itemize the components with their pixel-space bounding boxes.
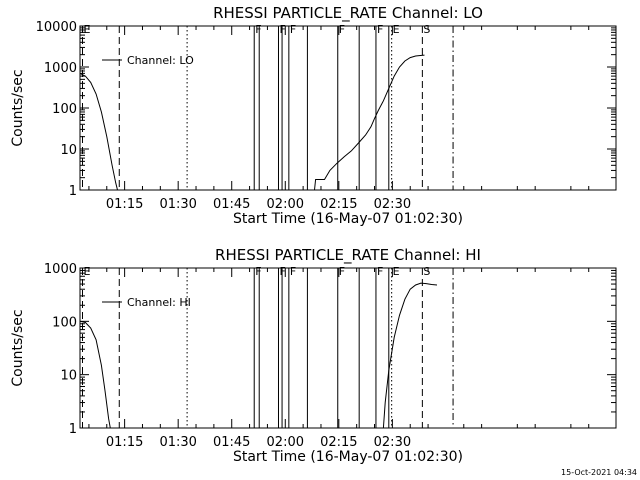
x-tick-label: 02:15 [320, 435, 357, 450]
event-marker-label: S [423, 23, 430, 36]
x-tick-label: 02:15 [320, 197, 357, 212]
y-tick-label: 1000 [44, 61, 77, 76]
legend-label: Channel: HI [127, 296, 191, 309]
y-tick-label: 10000 [36, 20, 77, 35]
y-tick-label: 10 [60, 143, 77, 158]
y-tick-label: 100 [52, 315, 77, 330]
event-marker-label: E [393, 265, 400, 278]
series-line [382, 282, 438, 429]
event-marker-label: F [279, 265, 285, 278]
event-marker-label: F [255, 265, 261, 278]
event-marker-label: E [393, 23, 400, 36]
x-tick-label: 01:30 [159, 197, 196, 212]
event-marker-label: F [290, 265, 296, 278]
event-marker-label: F [339, 265, 345, 278]
x-axis-label: Start Time (16-May-07 01:02:30) [233, 449, 463, 465]
event-marker-label: F [255, 23, 261, 36]
event-marker-label: F [279, 23, 285, 36]
chart-title: RHESSI PARTICLE_RATE Channel: HI [215, 246, 481, 265]
event-marker-label: E [83, 265, 90, 278]
event-marker-label: E [83, 23, 90, 36]
x-tick-label: 01:15 [106, 435, 143, 450]
y-axis-label: Counts/sec [10, 309, 26, 386]
x-tick-label: 01:45 [213, 197, 250, 212]
chart-panels: RHESSI PARTICLE_RATE Channel: LO11010010… [10, 4, 617, 465]
y-tick-label: 1 [69, 184, 77, 199]
chart-panel-1: RHESSI PARTICLE_RATE Channel: LO 1 10 100 10… [10, 4, 617, 227]
event-marker-label: F [377, 265, 383, 278]
x-tick-label: 02:30 [374, 435, 411, 450]
x-tick-label: 02:30 [374, 197, 411, 212]
y-axis-label: Counts/sec [10, 69, 26, 146]
chart-title: RHESSI PARTICLE_RATE Channel: LO [213, 4, 483, 23]
x-tick-label: 02:00 [267, 435, 304, 450]
y-tick-label: 100 [52, 102, 77, 117]
x-tick-label: 01:15 [106, 197, 143, 212]
event-marker-label: F [290, 23, 296, 36]
legend-label: Channel: LO [127, 54, 194, 67]
x-tick-label: 01:45 [213, 435, 250, 450]
plot-frame [79, 267, 617, 429]
y-tick-label: 10 [60, 369, 77, 384]
y-tick-label: 1 [69, 422, 77, 437]
series-line [79, 320, 111, 429]
x-tick-label: 02:00 [267, 197, 304, 212]
x-axis-label: Start Time (16-May-07 01:02:30) [233, 211, 463, 227]
timestamp-label: 15-Oct-2021 04:34 [561, 468, 637, 477]
event-marker-label: S [423, 265, 430, 278]
chart-panel-2: RHESSI PARTICLE_RATE Channel: HI 1 10 100 10… [10, 246, 617, 465]
series-line [79, 72, 118, 191]
y-tick-label: 1000 [44, 262, 77, 277]
x-tick-label: 01:30 [159, 435, 196, 450]
event-marker-label: F [377, 23, 383, 36]
series-line [314, 54, 425, 191]
event-marker-label: F [339, 23, 345, 36]
